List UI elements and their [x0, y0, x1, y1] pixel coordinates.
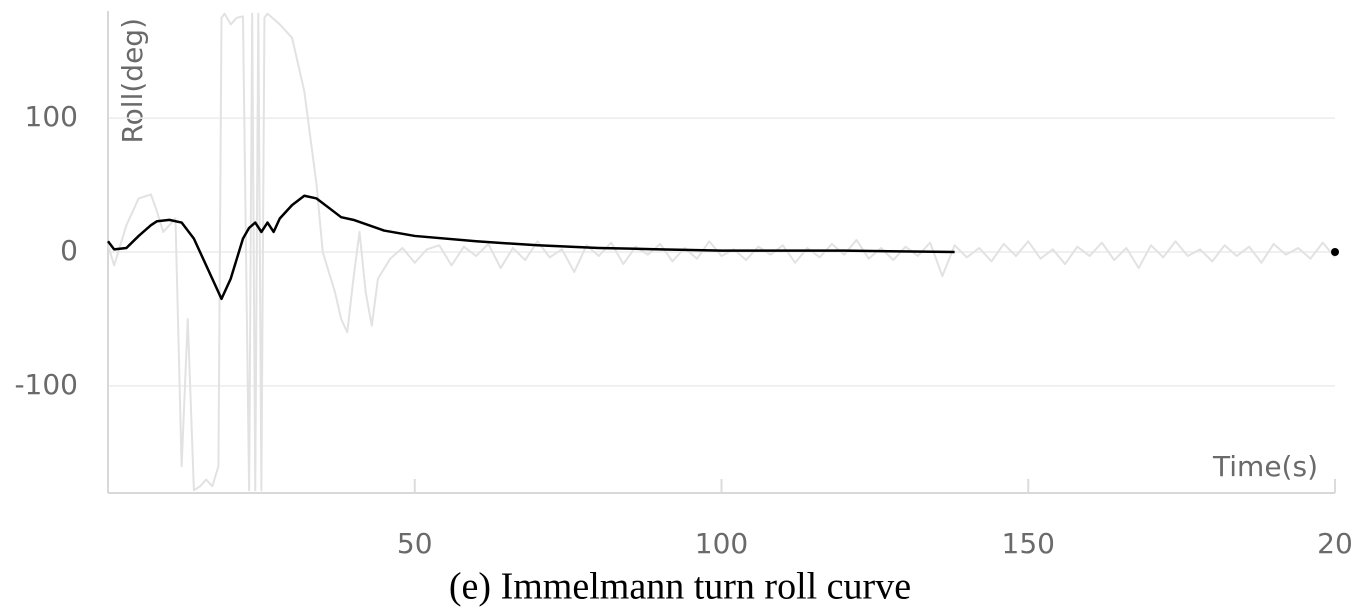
x-tick-label: 20	[1317, 527, 1353, 560]
y-tick-label: -100	[14, 368, 78, 401]
x-axis-label: Time(s)	[1212, 450, 1318, 483]
x-tick-label: 50	[397, 527, 433, 560]
caption: (e) Immelmann turn roll curve	[449, 566, 911, 608]
series-line	[107, 12, 1336, 492]
x-tick-label: 150	[1002, 527, 1055, 560]
y-tick-label: 100	[25, 100, 78, 133]
y-tick-label: 0	[60, 234, 78, 267]
x-tick-label: 100	[695, 527, 748, 560]
series-line	[107, 194, 955, 301]
y-axis-label: Roll(deg)	[116, 18, 149, 144]
point	[1331, 248, 1339, 256]
